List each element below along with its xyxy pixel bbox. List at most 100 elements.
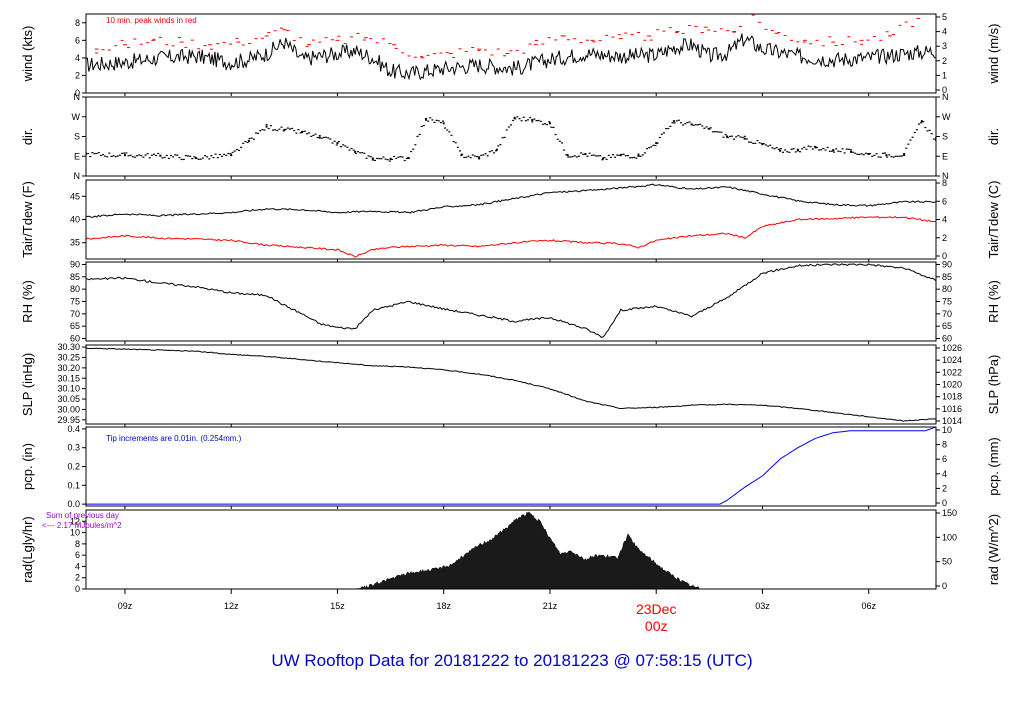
direction-dash (805, 148, 808, 150)
direction-dash (616, 154, 619, 156)
direction-dash (860, 153, 863, 155)
y-tick-label-right: 10 (942, 425, 952, 435)
direction-dash (146, 153, 149, 155)
direction-point (318, 136, 321, 139)
direction-dash (573, 155, 576, 157)
direction-dash (363, 152, 366, 154)
direction-dash (677, 119, 680, 121)
direction-dash (482, 154, 485, 156)
y-tick-label-left: 35 (70, 238, 80, 248)
direction-dash (637, 153, 640, 155)
direction-dash (248, 137, 251, 140)
direction-dash (422, 124, 425, 127)
direction-dash (291, 127, 294, 130)
direction-dash (858, 153, 861, 155)
direction-dash (641, 154, 644, 156)
direction-dash (777, 148, 780, 150)
panel-plot-dir (86, 116, 936, 162)
direction-dash (87, 152, 90, 155)
y-tick-label-right: 75 (942, 297, 952, 307)
direction-dash (303, 130, 306, 132)
direction-dash (420, 125, 423, 128)
y-tick-label-right: 1014 (942, 416, 962, 426)
y-tick-label-left: 30.00 (57, 404, 80, 414)
direction-dash (690, 123, 693, 125)
y-axis-label-left: wind (kts) (20, 26, 35, 83)
series-line-pcp (86, 427, 936, 505)
direction-dash (157, 152, 160, 155)
direction-dash (301, 130, 304, 133)
direction-dash (881, 152, 884, 154)
direction-dash (170, 154, 172, 157)
direction-dash (312, 134, 315, 137)
direction-dash (416, 135, 419, 137)
direction-dash (537, 119, 540, 122)
direction-dash (204, 155, 206, 157)
direction-dash (337, 140, 340, 143)
direction-dash (541, 123, 544, 125)
y-tick-label-left: 60 (70, 334, 80, 344)
direction-dash (656, 142, 659, 144)
direction-dash (743, 135, 746, 137)
direction-dash (201, 157, 204, 159)
direction-dash (227, 152, 230, 155)
direction-dash (816, 146, 818, 149)
y-tick-label-right: 1 (942, 70, 947, 80)
y-tick-label-right: 1018 (942, 392, 962, 402)
direction-dash (386, 159, 389, 161)
direction-dash (924, 126, 927, 129)
direction-dash (267, 127, 270, 130)
direction-dash (752, 142, 755, 145)
direction-dash (150, 154, 153, 156)
direction-dash (431, 119, 434, 121)
y-tick-label-right: 0 (942, 85, 947, 95)
direction-dash (539, 120, 542, 123)
direction-point (531, 119, 534, 122)
direction-dash (299, 132, 302, 134)
y-tick-label-left: N (74, 171, 81, 181)
direction-point (619, 154, 622, 157)
direction-dash (799, 151, 801, 153)
y-tick-label-right: E (942, 151, 948, 161)
y-tick-label-right: 1016 (942, 404, 962, 414)
y-tick-label-right: 0 (942, 581, 947, 591)
direction-dash (469, 157, 472, 159)
direction-dash (782, 151, 784, 153)
panel-plot-wind (86, 14, 936, 81)
y-axis-label-left: SLP (inHg) (20, 353, 35, 416)
direction-dash (429, 117, 432, 119)
direction-dash (208, 158, 211, 160)
direction-dash (456, 146, 459, 148)
direction-dash (382, 156, 385, 158)
direction-dash (320, 137, 323, 139)
direction-dash (276, 129, 279, 132)
direction-dash (433, 121, 436, 123)
direction-dash (588, 152, 591, 154)
y-tick-label-right: N (942, 92, 949, 102)
direction-dash (558, 140, 561, 142)
direction-dash (199, 158, 202, 160)
y-tick-label-left: 90 (70, 259, 80, 269)
y-tick-label-left: 65 (70, 321, 80, 331)
direction-dash (639, 155, 642, 157)
direction-point (354, 150, 357, 153)
direction-dash (856, 153, 859, 155)
direction-dash (533, 118, 536, 120)
direction-dash (643, 152, 646, 154)
direction-dash (926, 130, 929, 132)
direction-point (850, 150, 852, 153)
direction-dash (909, 139, 912, 141)
direction-point (655, 142, 658, 145)
direction-dash (131, 156, 134, 158)
direction-dash (633, 156, 636, 159)
y-tick-label-left: 2 (75, 573, 80, 583)
direction-dash (371, 159, 374, 161)
day-marker-date: 23Dec (636, 601, 676, 617)
direction-point (779, 149, 782, 152)
direction-point (425, 117, 427, 120)
y-tick-label-left: 0 (75, 88, 80, 98)
direction-dash (903, 154, 906, 156)
panel-plot-rh (86, 263, 936, 338)
panel-plot-pcp (86, 427, 936, 505)
direction-dash (784, 149, 787, 151)
